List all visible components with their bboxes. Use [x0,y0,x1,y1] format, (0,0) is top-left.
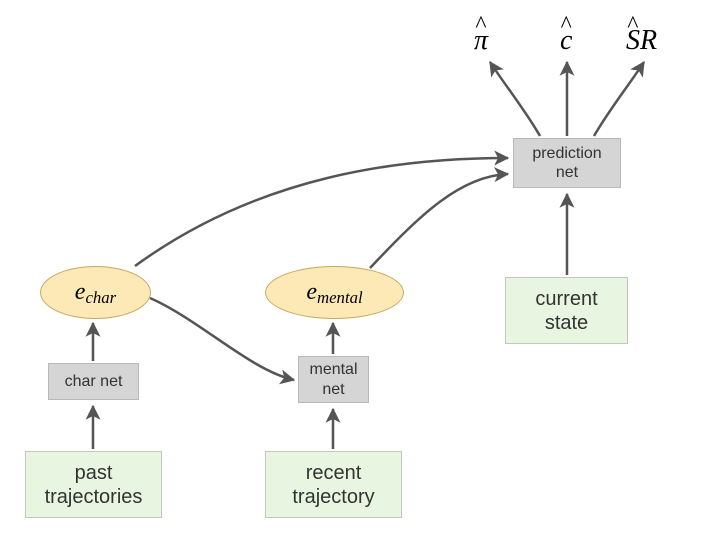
past-trajectories-box: pasttrajectories [25,451,162,518]
recent-trajectory-label: recenttrajectory [292,461,374,509]
edge-echar-to-mentalnet [150,298,294,380]
char-net-box: char net [48,363,139,400]
output-pi: π [474,25,488,57]
edge-emental-to-prednet [370,174,508,268]
e-mental-ellipse: emental [265,266,404,319]
prediction-net-label: predictionnet [532,144,601,182]
current-state-box: currentstate [505,277,628,344]
recent-trajectory-box: recenttrajectory [265,451,402,518]
mental-net-label: mentalnet [309,360,357,398]
edge-echar-to-prednet [135,158,508,266]
e-char-ellipse: echar [40,266,151,319]
output-c: c [560,25,572,57]
prediction-net-box: predictionnet [513,138,621,188]
edge-prednet-to-sr [594,62,644,136]
output-sr: ^ SR [626,25,657,57]
past-trajectories-label: pasttrajectories [45,461,143,509]
current-state-label: currentstate [535,287,597,335]
mental-net-box: mentalnet [298,356,369,403]
e-mental-label: emental [306,279,362,306]
e-char-label: echar [75,279,116,306]
char-net-label: char net [65,372,123,391]
edge-prednet-to-pi [490,62,540,136]
